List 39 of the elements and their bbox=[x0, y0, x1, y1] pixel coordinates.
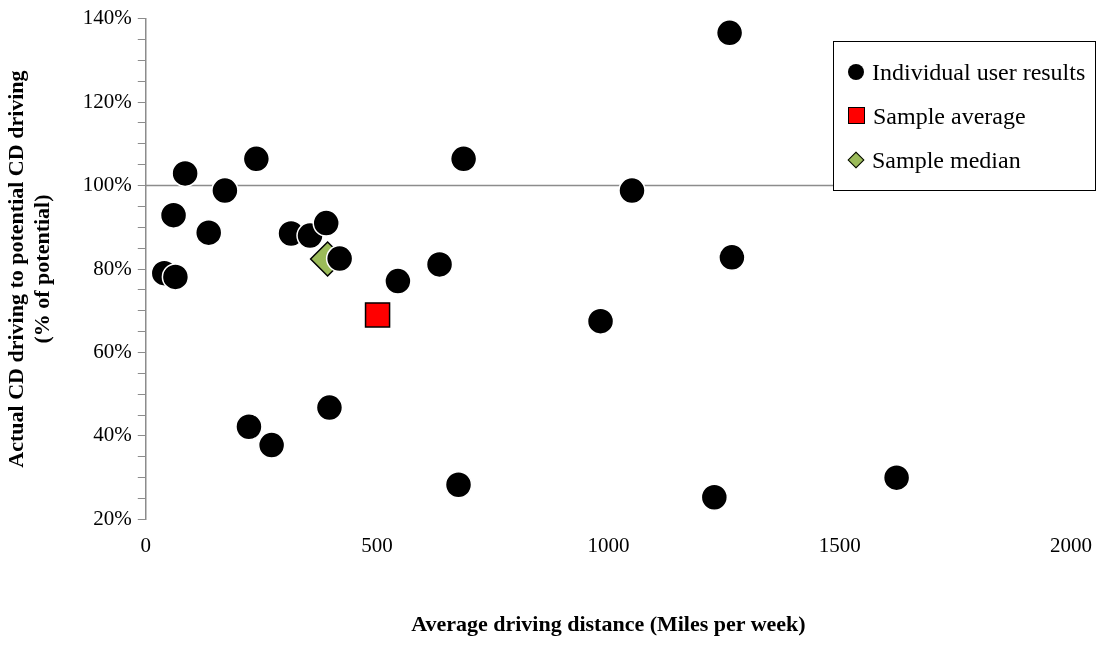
point bbox=[449, 145, 478, 173]
legend-label: Sample median bbox=[872, 145, 1021, 175]
y-tick-label: 100% bbox=[82, 172, 132, 197]
point bbox=[444, 471, 473, 499]
point bbox=[235, 413, 263, 441]
point bbox=[586, 307, 615, 335]
point bbox=[384, 267, 412, 295]
point bbox=[882, 463, 911, 492]
legend-label: Individual user results bbox=[872, 57, 1086, 87]
x-tick-label: 2000 bbox=[1050, 532, 1092, 557]
point bbox=[315, 393, 344, 422]
x-tick-label: 500 bbox=[361, 532, 393, 557]
point bbox=[700, 483, 729, 512]
point bbox=[211, 176, 239, 205]
x-axis-title: Average driving distance (Miles per week) bbox=[411, 611, 806, 637]
point bbox=[257, 431, 286, 459]
point bbox=[159, 201, 188, 229]
point bbox=[715, 19, 744, 47]
point bbox=[194, 218, 223, 247]
y-tick-label: 40% bbox=[93, 422, 132, 447]
x-tick-label: 1500 bbox=[818, 532, 861, 557]
point bbox=[171, 159, 199, 188]
point bbox=[242, 145, 271, 173]
legend-label: Sample average bbox=[873, 101, 1026, 131]
point bbox=[325, 244, 354, 273]
point bbox=[312, 209, 340, 237]
y-tick-label: 20% bbox=[93, 505, 132, 530]
point bbox=[425, 250, 454, 279]
x-tick-label: 0 bbox=[140, 532, 152, 557]
y-tick-label: 140% bbox=[82, 5, 132, 30]
y-axis-title: Actual CD driving to potential CD driving (% of potential) bbox=[2, 70, 55, 468]
y-tick-label: 60% bbox=[93, 338, 132, 363]
x-tick-label: 1000 bbox=[587, 532, 630, 557]
y-tick-label: 120% bbox=[82, 88, 132, 113]
point bbox=[618, 176, 646, 205]
point bbox=[718, 243, 746, 272]
point bbox=[364, 302, 391, 328]
point bbox=[161, 263, 190, 291]
y-tick-label: 80% bbox=[93, 255, 132, 280]
